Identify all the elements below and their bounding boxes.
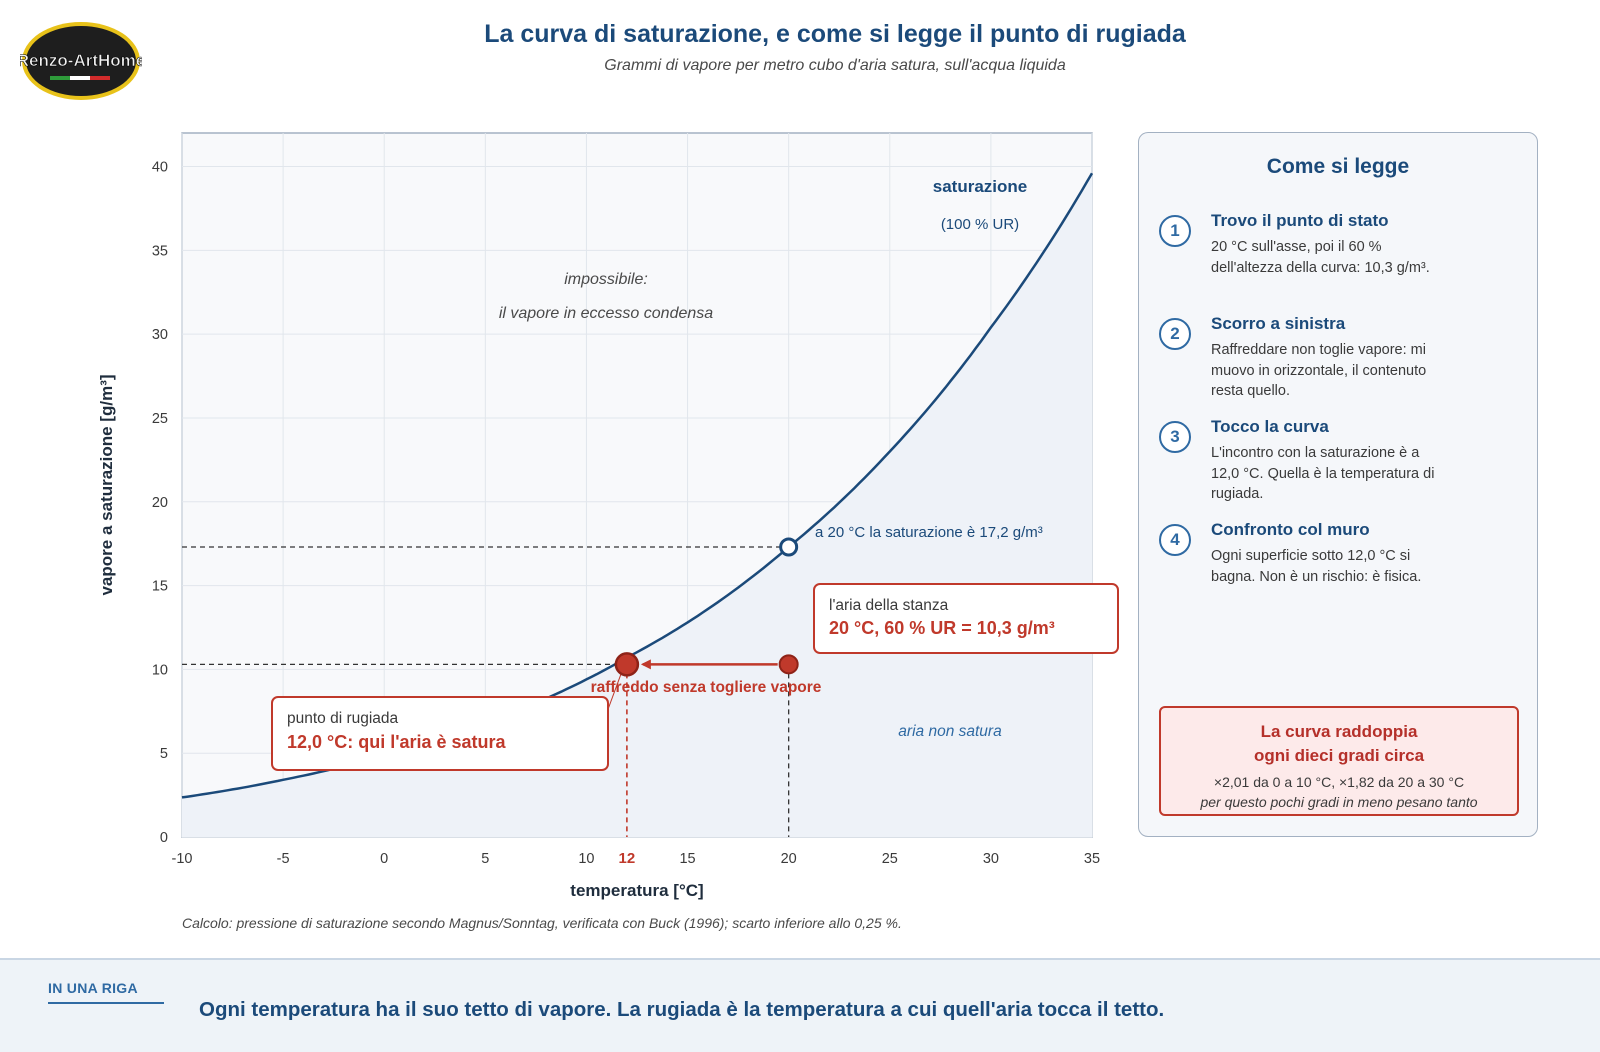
y-tick-label: 10 — [152, 662, 168, 678]
y-tick-label: 35 — [152, 243, 168, 259]
callout-ratios: ×2,01 da 0 a 10 °C, ×1,82 da 20 a 30 °C — [1213, 774, 1465, 790]
unsaturated-label: aria non satura — [898, 723, 1002, 740]
step-number: 3 — [1159, 421, 1191, 453]
panel-title: Come si legge — [1266, 155, 1410, 178]
brand-logo: Renzo-ArtHome — [20, 20, 142, 102]
summary-band: IN UNA RIGA Ogni temperatura ha il suo t… — [0, 958, 1600, 1052]
callout-note: per questo pochi gradi in meno pesano ta… — [1200, 794, 1478, 810]
dew-point-box-value: 12,0 °C: qui l'aria è satura — [287, 732, 507, 752]
step-number: 4 — [1159, 524, 1191, 556]
y-axis-label: vapore a saturazione [g/m³] — [97, 374, 116, 595]
doubling-callout: La curva raddoppia ogni dieci gradi circ… — [1159, 706, 1519, 816]
curve-fill — [182, 173, 1092, 837]
x-tick-label: -5 — [277, 851, 290, 867]
page-subtitle: Grammi di vapore per metro cubo d'aria s… — [604, 57, 1066, 74]
room-air-box-title: l'aria della stanza — [829, 597, 949, 614]
x-tick-label: 35 — [1084, 851, 1100, 867]
calculation-footnote: Calcolo: pressione di saturazione second… — [182, 915, 902, 931]
header: La curva di saturazione, e come si legge… — [0, 20, 1600, 75]
x-tick-label: 5 — [481, 851, 489, 867]
curve-sub-label: (100 % UR) — [941, 216, 1019, 233]
step-number: 2 — [1159, 318, 1191, 350]
step-title: Confronto col muro — [1211, 520, 1370, 539]
x-axis-label: temperatura [°C] — [570, 881, 703, 900]
logo-text: Renzo-ArtHome — [20, 51, 142, 70]
arrow-label: raffreddo senza togliere vapore — [591, 679, 822, 696]
y-tick-label: 40 — [152, 160, 168, 176]
impossible-sub-label: il vapore in eccesso condensa — [499, 305, 713, 322]
saturation-chart: -10 -5 0 5 10 15 20 25 30 35 12 0 5 10 15 20 25 30 35 40 t… — [97, 132, 1119, 900]
room-air-box-value: 20 °C, 60 % UR = 10,3 g/m³ — [829, 618, 1055, 638]
dew-point-box-title: punto di rugiada — [287, 710, 399, 727]
x-tick-label-dew: 12 — [619, 850, 636, 867]
guide-lines — [182, 546, 790, 837]
saturation-20-point — [779, 537, 799, 557]
x-tick-label: 15 — [679, 851, 695, 867]
x-tick-label: 10 — [578, 851, 594, 867]
step-text: L'incontro con la saturazione è a 12,0 °… — [1211, 445, 1435, 502]
y-tick-label: 25 — [152, 411, 168, 427]
callout-line-1: La curva raddoppia — [1260, 722, 1418, 741]
page-title: La curva di saturazione, e come si legge… — [484, 20, 1186, 48]
callout-line-2: ogni dieci gradi circa — [1253, 746, 1425, 765]
impossible-label: impossibile: — [564, 271, 648, 288]
dew-point-box: punto di rugiada 12,0 °C: qui l'aria è s… — [271, 696, 609, 771]
y-tick-label: 20 — [152, 495, 168, 511]
x-tick-label: 20 — [781, 851, 797, 867]
x-tick-label: 25 — [882, 851, 898, 867]
curve-name-label: saturazione — [933, 177, 1027, 196]
step-text: Ogni superficie sotto 12,0 °C si bagna. … — [1211, 548, 1422, 585]
dew-point — [614, 652, 640, 677]
how-to-read-panel: Come si legge 1 Trovo il punto di stato … — [1138, 132, 1538, 837]
y-axis-ticks: 0 5 10 15 20 25 30 35 40 — [152, 160, 168, 846]
x-axis-ticks: -10 -5 0 5 10 15 20 25 30 35 12 — [172, 850, 1101, 867]
dew-point-leader — [606, 674, 622, 713]
room-air-box: l'aria della stanza 20 °C, 60 % UR = 10,… — [813, 583, 1119, 654]
summary-label: IN UNA RIGA — [48, 980, 164, 1004]
y-tick-label: 5 — [160, 746, 168, 762]
x-tick-label: -10 — [172, 851, 193, 867]
step-title: Tocco la curva — [1211, 417, 1329, 436]
y-tick-label: 15 — [152, 579, 168, 595]
step-title: Trovo il punto di stato — [1211, 211, 1389, 230]
chart-markers — [606, 537, 799, 713]
y-tick-label: 0 — [160, 830, 168, 846]
summary-text: Ogni temperatura ha il suo tetto di vapo… — [199, 998, 1165, 1021]
x-tick-label: 0 — [380, 851, 388, 867]
step-text: 20 °C sull'asse, poi il 60 % dell'altezz… — [1211, 239, 1430, 276]
saturation-20-label: a 20 °C la saturazione è 17,2 g/m³ — [815, 524, 1043, 541]
x-tick-label: 30 — [983, 851, 999, 867]
step-number: 1 — [1159, 215, 1191, 247]
room-air-point — [778, 654, 799, 675]
step-title: Scorro a sinistra — [1211, 314, 1346, 333]
step-text: Raffreddare non toglie vapore: mi muovo … — [1211, 342, 1427, 399]
y-tick-label: 30 — [152, 327, 168, 343]
